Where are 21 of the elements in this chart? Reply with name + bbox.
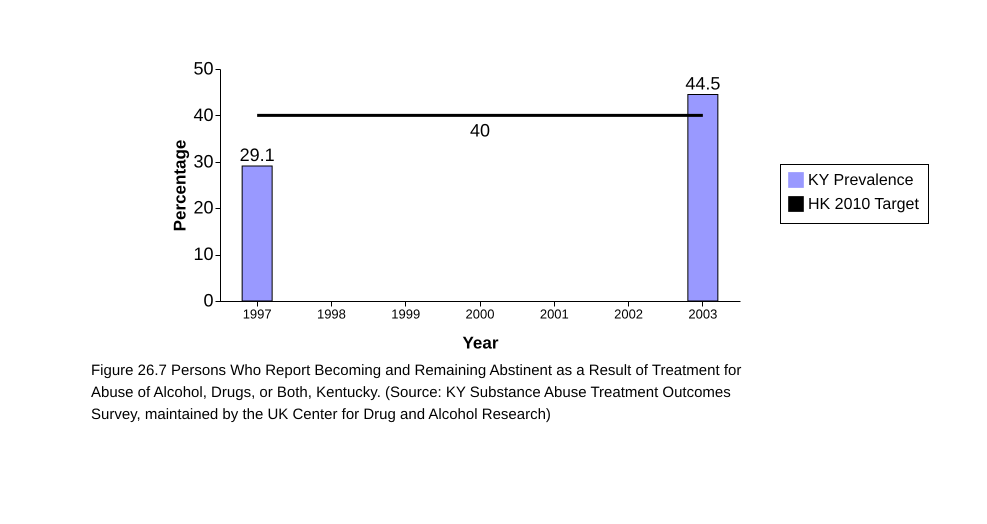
y-axis-title: Percentage <box>170 140 190 232</box>
y-tick-label: 0 <box>203 290 214 310</box>
data-label: 40 <box>470 120 490 140</box>
x-tick-label: 1998 <box>316 306 346 322</box>
x-tick-label: 2001 <box>540 306 569 322</box>
legend-label: HK 2010 Target <box>808 196 920 213</box>
caption: Figure 26.7 Persons Who Report Becoming and Remaining Abstinent as a Result of Treatment for Abuse of Alcohol, Drugs, or Both, Kentucky. (Source: KY Substance Abuse Treatment Outcomes Survey, maintained by the UK Center for Drug and Alcohol Research) <box>90 362 742 423</box>
x-axis-title: Year <box>462 334 499 352</box>
y-tick-label: 30 <box>193 151 214 172</box>
y-tick-label: 40 <box>193 104 214 125</box>
y-tick-label: 10 <box>193 244 214 264</box>
x-tick-label: 2003 <box>688 306 718 322</box>
legend-label: KY Prevalence <box>808 172 914 189</box>
y-tick-label: 50 <box>193 58 214 78</box>
x-tick-label: 2000 <box>466 306 494 322</box>
x-tick-label: 1997 <box>242 306 272 322</box>
data-label: 29.1 <box>240 144 275 165</box>
x-tick-label: 1999 <box>391 306 420 322</box>
x-tick-label: 2002 <box>614 306 644 322</box>
data-label: 44.5 <box>685 74 720 94</box>
y-tick-label: 20 <box>193 198 214 218</box>
